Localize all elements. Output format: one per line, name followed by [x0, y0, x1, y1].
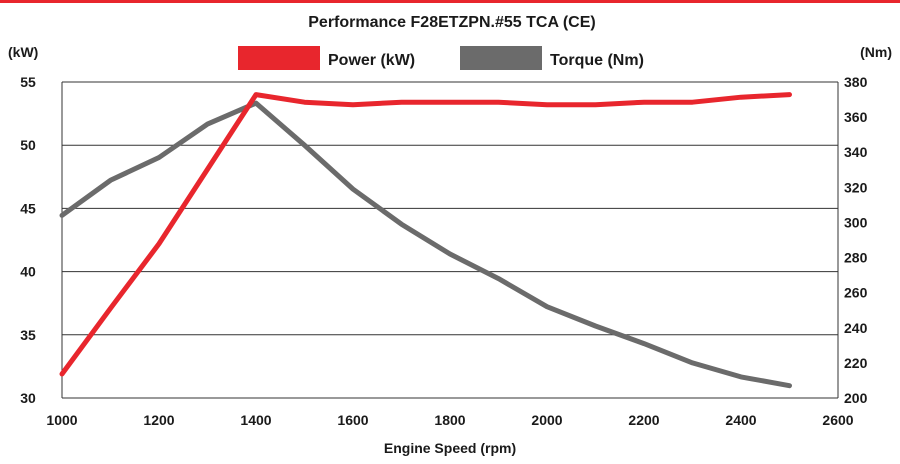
- y-right-tick-label: 380: [844, 74, 868, 90]
- y-right-tick-labels: 380 360 340 320 300 280 260 240 220 200: [844, 74, 868, 406]
- y-right-tick-label: 240: [844, 320, 868, 336]
- chart-title: Performance F28ETZPN.#55 TCA (CE): [308, 14, 595, 31]
- grid-lines: [62, 81, 838, 399]
- legend: Power (kW) Torque (Nm): [238, 46, 644, 70]
- x-tick-label: 1600: [337, 412, 368, 428]
- y-right-tick-label: 280: [844, 250, 868, 266]
- x-tick-label: 2200: [628, 412, 659, 428]
- x-tick-label: 2600: [822, 412, 853, 428]
- y-left-tick-label: 45: [20, 200, 36, 216]
- series-layer: [59, 92, 792, 389]
- x-tick-label: 2400: [725, 412, 756, 428]
- y-right-tick-label: 320: [844, 179, 868, 195]
- x-axis-label: Engine Speed (rpm): [384, 440, 516, 456]
- y-right-tick-label: 300: [844, 214, 868, 230]
- accent-bar: [0, 0, 900, 3]
- x-tick-labels: 1000 1200 1400 1600 1800 2000 2200 2400 2600: [46, 412, 853, 428]
- y-right-axis-unit: (Nm): [860, 44, 892, 60]
- series-line-torque: [59, 100, 792, 389]
- y-right-tick-label: 340: [844, 144, 868, 160]
- y-right-tick-label: 260: [844, 285, 868, 301]
- y-left-tick-label: 55: [20, 74, 36, 90]
- y-left-tick-label: 30: [20, 390, 36, 406]
- y-left-tick-label: 50: [20, 137, 36, 153]
- series-line-power: [59, 92, 792, 377]
- x-tick-label: 1800: [434, 412, 465, 428]
- y-left-tick-labels: 55 50 45 40 35 30: [20, 74, 36, 406]
- x-tick-label: 1000: [46, 412, 77, 428]
- y-right-tick-label: 360: [844, 109, 868, 125]
- legend-swatch-torque: [460, 46, 542, 70]
- y-left-axis-unit: (kW): [8, 44, 38, 60]
- x-tick-label: 1200: [143, 412, 174, 428]
- legend-label-power: Power (kW): [328, 52, 415, 69]
- y-right-tick-label: 200: [844, 390, 868, 406]
- legend-label-torque: Torque (Nm): [550, 52, 644, 69]
- x-tick-label: 1400: [240, 412, 271, 428]
- x-tick-label: 2000: [531, 412, 562, 428]
- y-left-tick-label: 40: [20, 264, 36, 280]
- legend-swatch-power: [238, 46, 320, 70]
- y-left-tick-label: 35: [20, 327, 36, 343]
- y-right-tick-label: 220: [844, 355, 868, 371]
